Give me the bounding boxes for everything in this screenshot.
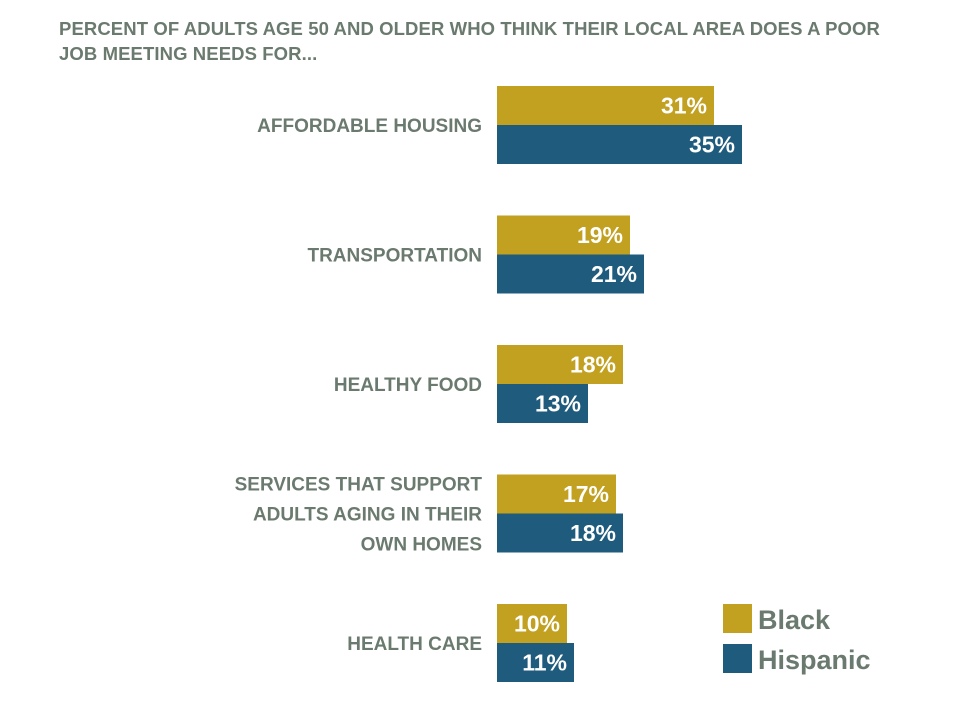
data-label: 10% xyxy=(514,611,560,637)
bar-hispanic xyxy=(497,125,742,164)
legend-label: Hispanic xyxy=(758,645,871,675)
bar-black xyxy=(497,215,630,255)
data-label: 35% xyxy=(689,132,735,158)
bar-hispanic xyxy=(497,643,574,682)
legend-label: Black xyxy=(758,605,831,635)
bar-hispanic xyxy=(497,384,588,423)
category-label: OWN HOMES xyxy=(361,535,482,556)
chart-title: PERCENT OF ADULTS AGE 50 AND OLDER WHO T… xyxy=(59,18,880,64)
data-label: 31% xyxy=(661,93,707,119)
bar-hispanic xyxy=(497,513,623,553)
category-label: ADULTS AGING IN THEIR xyxy=(253,505,482,526)
data-label: 21% xyxy=(591,261,637,287)
legend-item-hispanic: Hispanic xyxy=(723,644,871,675)
bar-black xyxy=(497,604,567,643)
data-label: 11% xyxy=(522,650,567,676)
bar-black xyxy=(497,345,623,384)
category-label: HEALTHY FOOD xyxy=(334,375,482,396)
bar-black xyxy=(497,474,616,514)
bar-hispanic xyxy=(497,254,644,294)
category-label: HEALTH CARE xyxy=(347,634,482,655)
data-label: 17% xyxy=(563,481,609,507)
legend-item-black: Black xyxy=(723,604,831,635)
data-label: 18% xyxy=(570,520,616,546)
category-label: AFFORDABLE HOUSING xyxy=(257,116,482,137)
category-label: SERVICES THAT SUPPORT xyxy=(235,475,483,496)
data-label: 18% xyxy=(570,352,616,378)
bar-black xyxy=(497,86,714,125)
category-label: TRANSPORTATION xyxy=(307,246,482,267)
legend-swatch xyxy=(723,604,752,633)
data-label: 19% xyxy=(577,222,623,248)
legend-swatch xyxy=(723,644,752,673)
data-label: 13% xyxy=(535,391,581,417)
